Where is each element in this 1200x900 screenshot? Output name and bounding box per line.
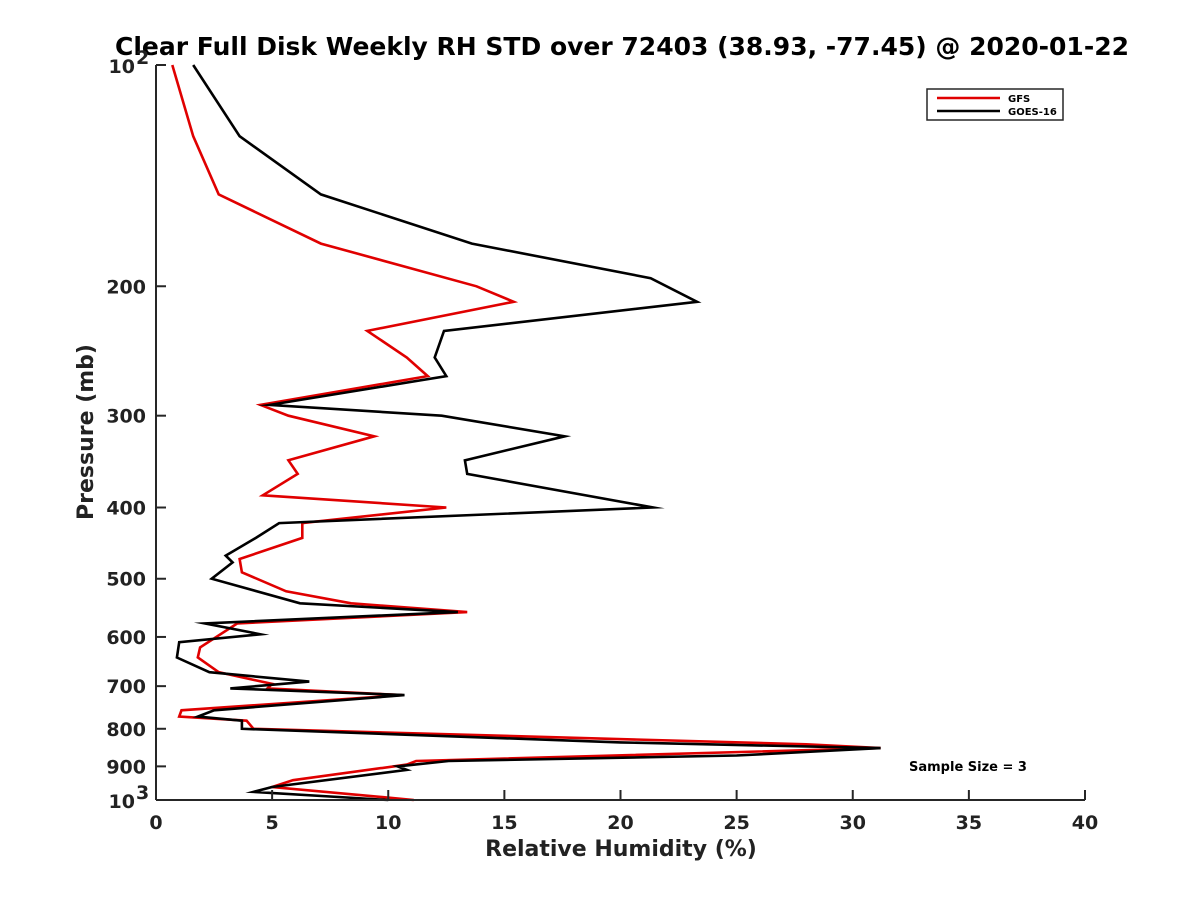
x-tick-label: 30: [840, 812, 866, 834]
y-axis-label: Pressure (mb): [74, 344, 99, 520]
y-tick-label: 500: [106, 569, 146, 591]
x-tick-label: 25: [723, 812, 749, 834]
y-tick-label: 10: [109, 56, 135, 78]
y-tick-label: 600: [106, 627, 146, 649]
x-tick-label: 35: [956, 812, 982, 834]
legend: GFS GOES-16: [926, 88, 1064, 121]
legend-label: GOES-16: [1008, 107, 1057, 118]
x-tick-label: 15: [491, 812, 517, 834]
chart-title: Clear Full Disk Weekly RH STD over 72403…: [115, 32, 1129, 61]
x-tick-label: 40: [1072, 812, 1098, 834]
series-line-goes-16: [175, 64, 881, 802]
legend-label: GFS: [1008, 94, 1030, 105]
x-tick-label: 10: [375, 812, 401, 834]
sample-size-annotation: Sample Size = 3: [909, 760, 1027, 775]
y-tick-label-exponent: 2: [136, 47, 149, 69]
y-tick-label: 400: [106, 498, 146, 520]
y-tick-label: 200: [106, 276, 146, 298]
series-line-gfs: [171, 64, 881, 802]
y-tick-label: 10: [109, 791, 135, 813]
y-tick-label: 300: [106, 406, 146, 428]
x-tick-label: 0: [149, 812, 162, 834]
x-axis-label: Relative Humidity (%): [485, 837, 757, 862]
x-tick-label: 5: [266, 812, 279, 834]
y-tick-label: 800: [106, 719, 146, 741]
x-tick-label: 20: [607, 812, 633, 834]
y-tick-label-exponent: 3: [136, 782, 149, 804]
y-tick-label: 700: [106, 676, 146, 698]
y-tick-label: 900: [106, 756, 146, 778]
legend-box: [926, 88, 1064, 121]
